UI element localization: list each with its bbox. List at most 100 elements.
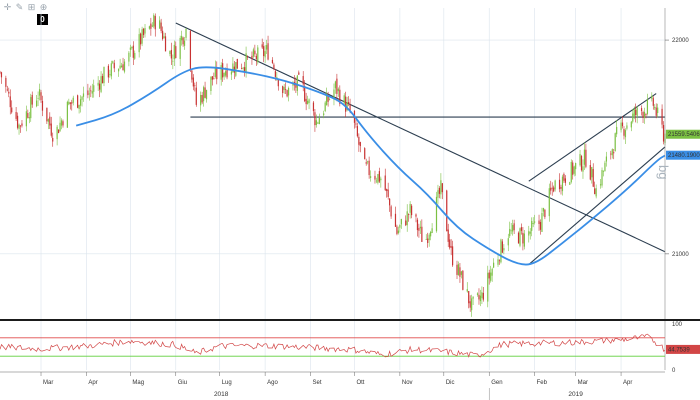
candle-body [274,71,276,77]
candle-body [327,96,329,102]
candle-body [594,188,596,195]
candle-body [222,63,224,78]
candle-body [306,100,309,104]
candle-body [428,234,430,241]
crosshair-icon[interactable]: ✛ [3,2,12,12]
candle-body [50,123,52,136]
candle-body [652,98,654,106]
candle-body [541,213,543,232]
candle-body [308,99,310,104]
candle-body [632,113,634,122]
candle-body [69,102,71,104]
candle-body [476,293,479,295]
candle-body [148,26,151,29]
candle-body [107,65,109,78]
x-tick-label: Feb [537,380,548,386]
candle-body [356,126,359,137]
candle-body [90,90,92,92]
candle-body [482,292,484,300]
candle-body [630,121,632,128]
candle-body [78,104,80,110]
candle-body [153,15,155,27]
pencil-icon[interactable]: ✎ [15,2,24,12]
candle-body [389,198,391,206]
candle-body [333,89,335,100]
candle-body [657,107,659,113]
zoom-in-icon[interactable]: ⊕ [39,2,48,12]
candle-body [298,72,300,75]
candle-body [59,122,61,131]
candle-body [491,268,493,276]
candle-body [510,230,512,232]
rsi-last-label-bg [666,344,700,354]
chart-grid [0,8,665,370]
candle-body [37,97,39,99]
x-year-label: 2019 [568,391,583,398]
candle-body [109,74,111,76]
candle-body [406,211,408,226]
candle-body [558,179,561,190]
candle-body [369,176,372,178]
candle-body [5,77,7,87]
candle-body [263,46,265,57]
ruler-icon[interactable]: ⊞ [27,2,36,12]
candle-body [0,72,3,78]
candle-body [531,220,533,231]
candle-body [271,59,274,64]
candle-body [447,229,449,242]
candle-body [507,238,509,246]
candle-body [472,296,474,299]
candle-body [81,96,83,100]
candle-body [82,93,85,97]
candle-body [172,60,174,62]
candle-body [118,68,120,72]
candle-body [435,196,438,232]
candle-body [323,113,325,116]
candle-body [201,95,203,103]
candle-body [421,226,423,242]
candle-body [328,98,331,100]
candle-body [430,231,432,237]
candle-body [305,98,307,105]
candle-body [580,155,583,171]
candle-body [569,182,571,185]
candle-body [346,102,348,111]
watermark-logo: bg [656,165,671,179]
candle-body [419,226,421,229]
candle-body [585,149,587,167]
candle-body [539,222,542,230]
rsi-tick-label: 0 [672,368,676,374]
candle-body [450,246,452,248]
candle-body [579,154,581,166]
candle-body [192,77,194,87]
candle-body [25,111,27,127]
candle-body [185,28,187,38]
candle-body [62,121,64,126]
candle-body [478,294,480,300]
candle-body [254,50,256,55]
candle-body [163,36,165,39]
candle-body [170,49,172,59]
axes: 22000 21000 100 0 Mar Apr Mag Giu Lug Ago Set Ott No… [0,8,700,400]
candle-body [52,137,54,142]
candle-body [302,76,304,85]
candle-body [452,246,454,266]
candle-body [418,228,420,231]
candle-body [614,133,616,152]
candle-body [468,291,470,304]
candle-body [611,149,613,156]
candle-body [142,28,145,36]
candle-body [140,33,142,45]
candle-body [523,233,525,247]
candle-body [232,63,234,73]
candle-body [261,44,263,48]
candle-body [553,187,555,192]
candle-body [214,67,216,77]
candle-body [425,239,427,240]
candle-body [161,30,164,40]
candle-body [645,114,647,116]
candle-body [339,89,341,104]
rsi-line [0,333,666,358]
candle-body [154,16,156,30]
